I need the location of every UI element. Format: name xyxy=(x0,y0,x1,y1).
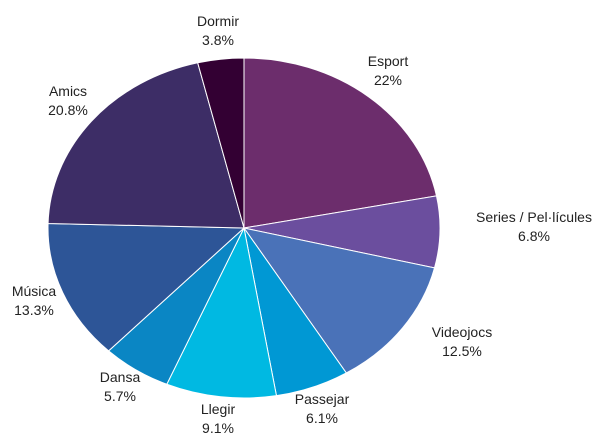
pie-label-name: Passejar xyxy=(295,391,350,407)
pie-label-value: 6.8% xyxy=(518,228,550,244)
pie-label-name: Series / Pel·lícules xyxy=(476,209,592,225)
pie-label-value: 3.8% xyxy=(202,32,234,48)
pie-label-llegir: Llegir 9.1% xyxy=(201,401,236,436)
pie-slice-esport xyxy=(243,57,438,229)
pie-label-name: Llegir xyxy=(201,401,236,417)
pie-label-value: 6.1% xyxy=(306,410,338,426)
pie-slice-dormir xyxy=(197,57,245,229)
pie-label-name: Música xyxy=(12,283,57,299)
pie-label-amics: Amics 20.8% xyxy=(48,83,88,118)
pie-slice-llegir xyxy=(166,226,278,399)
pie-label-name: Videojocs xyxy=(432,324,492,340)
pie-label-value: 22% xyxy=(374,72,402,88)
pie-slice-amics xyxy=(47,62,245,229)
pie-label-name: Amics xyxy=(49,83,87,99)
pie-label-m-sica: Música 13.3% xyxy=(12,283,57,318)
pie-labels: Esport 22% Series / Pel·lícules 6.8% Videojo… xyxy=(12,13,592,436)
pie-label-esport: Esport 22% xyxy=(368,53,409,88)
pie-label-dormir: Dormir 3.8% xyxy=(197,13,239,48)
pie-label-name: Dansa xyxy=(100,369,141,385)
pie-label-name: Esport xyxy=(368,53,409,69)
pie-label-value: 5.7% xyxy=(104,388,136,404)
pie-label-value: 9.1% xyxy=(202,420,234,436)
pie-label-value: 12.5% xyxy=(442,343,482,359)
pie-label-value: 13.3% xyxy=(14,302,54,318)
pie-label-name: Dormir xyxy=(197,13,239,29)
pie-label-value: 20.8% xyxy=(48,102,88,118)
pie-slice-m-sica xyxy=(47,222,246,352)
pie-label-series-pel-l-cules: Series / Pel·lícules 6.8% xyxy=(476,209,592,244)
pie-label-passejar: Passejar 6.1% xyxy=(295,391,350,426)
pie-label-videojocs: Videojocs 12.5% xyxy=(432,324,492,359)
pie-slice-videojocs xyxy=(242,227,436,374)
pie-label-dansa: Dansa 5.7% xyxy=(100,369,141,404)
pie-slices xyxy=(47,57,441,399)
